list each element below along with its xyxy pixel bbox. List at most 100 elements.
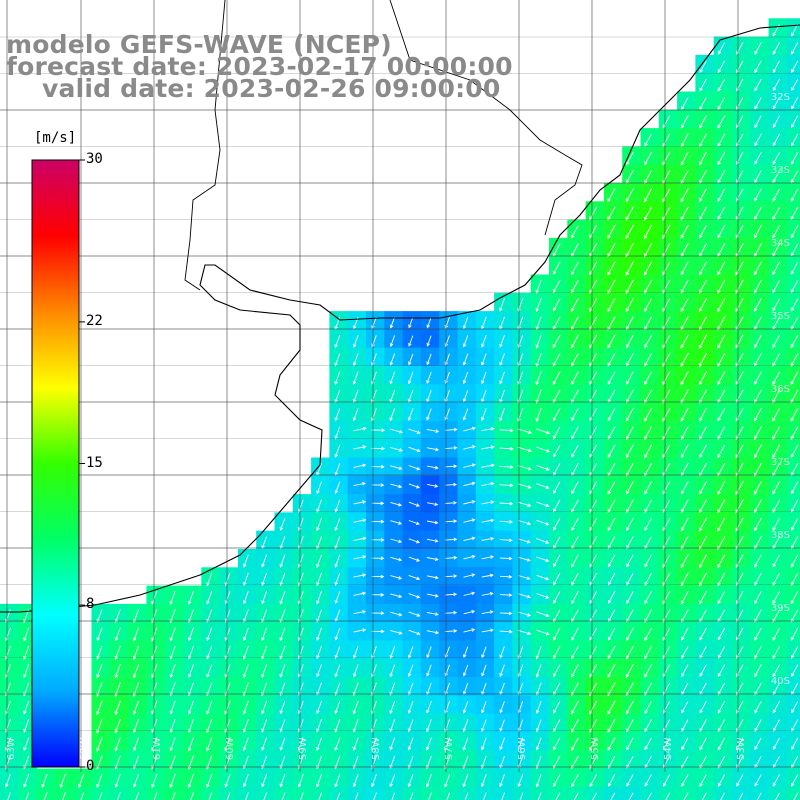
wind-arrow-head: [625, 308, 630, 313]
wind-arrow-head: [589, 527, 593, 532]
wind-arrow: [754, 133, 762, 146]
wind-arrow-head: [552, 417, 557, 422]
wind-speed-cell: [237, 786, 257, 800]
wind-arrow: [23, 737, 30, 751]
wind-arrow-head: [206, 784, 210, 788]
wind-arrow-head: [444, 783, 448, 788]
wind-arrow: [571, 682, 579, 696]
wind-arrow-head: [717, 600, 721, 605]
wind-arrow-head: [434, 575, 439, 580]
wind-arrow: [717, 261, 726, 275]
wind-arrow-head: [790, 179, 795, 184]
wind-arrow: [772, 261, 781, 275]
wind-arrow: [754, 60, 762, 73]
wind-arrow: [644, 206, 653, 221]
wind-arrow-head: [242, 600, 247, 605]
wind-arrow-head: [96, 711, 100, 716]
wind-speed-cell: [786, 73, 800, 93]
wind-arrow: [517, 428, 532, 434]
wind-arrow: [662, 462, 671, 476]
wind-arrow: [717, 133, 726, 147]
wind-arrow: [224, 700, 231, 715]
wind-arrow-head: [699, 783, 703, 787]
wind-arrow: [754, 316, 762, 330]
wind-arrow: [754, 737, 762, 750]
wind-arrow: [408, 629, 420, 635]
wind-arrow-head: [425, 746, 430, 751]
wind-arrow: [408, 701, 414, 714]
wind-arrow: [188, 590, 194, 605]
wind-arrow-head: [206, 600, 210, 605]
wind-arrow: [791, 499, 799, 513]
wind-arrow-head: [607, 435, 612, 440]
wind-arrow-head: [206, 729, 210, 734]
wind-arrow: [481, 682, 487, 695]
wind-arrow-head: [41, 784, 45, 788]
wind-arrow-head: [681, 490, 685, 495]
wind-arrow-head: [206, 710, 210, 715]
wind-arrow-head: [527, 485, 532, 489]
wind-arrow: [607, 645, 616, 659]
wind-arrow-head: [790, 563, 795, 568]
wind-arrow: [481, 389, 487, 402]
wind-arrow: [626, 444, 634, 458]
wind-arrow-head: [772, 69, 777, 74]
wind-arrow-head: [545, 503, 550, 508]
wind-speed-cell: [786, 18, 800, 38]
wind-arrow-head: [187, 600, 192, 605]
wind-arrow: [735, 481, 744, 495]
wind-arrow: [717, 78, 726, 92]
wind-speed-cell: [786, 128, 800, 147]
wind-arrow-head: [426, 342, 430, 347]
wind-arrow-head: [663, 783, 667, 787]
wind-arrow: [754, 151, 762, 165]
wind-arrow-head: [607, 674, 611, 678]
wind-arrow: [790, 371, 799, 385]
wind-arrow-head: [699, 490, 703, 495]
wind-arrow-head: [552, 655, 557, 660]
lat-label: 35S: [771, 311, 790, 322]
wind-arrow: [334, 408, 341, 421]
wind-arrow-head: [151, 710, 155, 715]
wind-arrow: [499, 719, 505, 732]
wind-arrow: [773, 756, 780, 768]
wind-arrow: [499, 429, 513, 432]
wind-arrow: [279, 609, 286, 623]
wind-arrow: [481, 629, 494, 633]
wind-arrow-head: [699, 600, 703, 605]
wind-speed-cell: [786, 146, 800, 166]
wind-arrow: [114, 682, 121, 697]
wind-speed-cell: [347, 786, 367, 800]
wind-arrow-head: [589, 308, 593, 313]
lat-lon-grid: [0, 0, 800, 772]
wind-arrow-head: [552, 307, 557, 312]
wind-arrow: [754, 115, 762, 128]
wind-arrow: [335, 463, 341, 476]
wind-arrow-head: [681, 783, 685, 787]
wind-arrow: [699, 352, 707, 367]
wind-arrow-head: [790, 527, 795, 531]
wind-arrow-head: [625, 290, 629, 294]
wind-arrow-head: [626, 161, 630, 166]
wind-arrow-head: [371, 746, 375, 751]
wind-arrow-head: [791, 783, 795, 787]
wind-arrow: [316, 719, 322, 732]
wind-arrow-head: [96, 747, 100, 752]
wind-arrow-head: [772, 32, 776, 37]
wind-arrow-head: [407, 673, 412, 678]
wind-arrow-head: [453, 446, 458, 450]
wind-arrow: [499, 465, 513, 468]
wind-speed-cell: [786, 622, 800, 642]
wind-arrow: [754, 462, 762, 477]
wind-arrow-head: [545, 522, 550, 526]
wind-arrow-head: [132, 711, 137, 715]
wind-arrow: [426, 774, 432, 787]
wind-arrow: [571, 609, 579, 622]
wind-arrow: [754, 554, 762, 568]
wind-arrow: [607, 316, 616, 330]
wind-arrow: [589, 206, 598, 220]
wind-arrow-head: [607, 747, 612, 751]
wind-arrow: [571, 664, 579, 677]
wind-arrow-head: [644, 198, 648, 203]
wind-arrow-head: [96, 784, 100, 788]
